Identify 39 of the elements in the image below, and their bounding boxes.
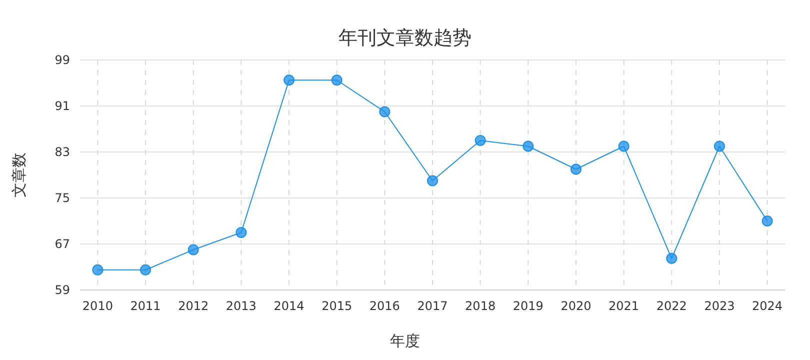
y-axis-title: 文章数 xyxy=(10,152,28,198)
x-tick-label: 2023 xyxy=(704,299,735,313)
y-tick-label: 91 xyxy=(54,99,70,114)
point xyxy=(570,164,582,175)
point xyxy=(522,140,534,152)
x-tick-label: 2010 xyxy=(82,299,113,313)
x-tick-label: 2016 xyxy=(369,299,400,313)
y-tick-label: 75 xyxy=(54,191,70,206)
y-tick-label: 59 xyxy=(54,283,70,298)
point xyxy=(618,140,630,152)
x-tick-label: 2011 xyxy=(130,299,161,313)
point xyxy=(92,264,104,276)
x-tick-label: 2014 xyxy=(274,299,304,313)
point xyxy=(666,252,678,264)
x-tick-label: 2024 xyxy=(752,299,783,313)
x-tick-label: 2020 xyxy=(560,299,592,313)
y-tick-label: 83 xyxy=(54,145,70,160)
point xyxy=(714,140,725,152)
x-tick-label: 2013 xyxy=(226,299,256,313)
x-tick-label: 2018 xyxy=(465,299,496,313)
x-tick-label: 2022 xyxy=(656,299,687,313)
chart-title: 年刊文章数趋势 xyxy=(338,27,472,49)
point xyxy=(474,135,486,146)
x-tick-label: 2015 xyxy=(322,299,352,313)
point xyxy=(140,264,152,276)
x-tick-label: 2019 xyxy=(512,299,544,313)
x-tick-label: 2017 xyxy=(417,299,448,313)
point xyxy=(379,106,390,118)
y-tick-label: 99 xyxy=(54,53,70,68)
point xyxy=(284,74,295,86)
point xyxy=(188,244,199,256)
point xyxy=(427,175,438,186)
x-tick-label: 2012 xyxy=(178,299,209,313)
y-tick-label: 67 xyxy=(54,237,70,252)
x-axis-title: 年度 xyxy=(390,332,420,350)
point xyxy=(236,227,247,238)
point xyxy=(331,74,342,86)
point xyxy=(762,216,773,226)
x-tick-label: 2021 xyxy=(608,299,640,313)
